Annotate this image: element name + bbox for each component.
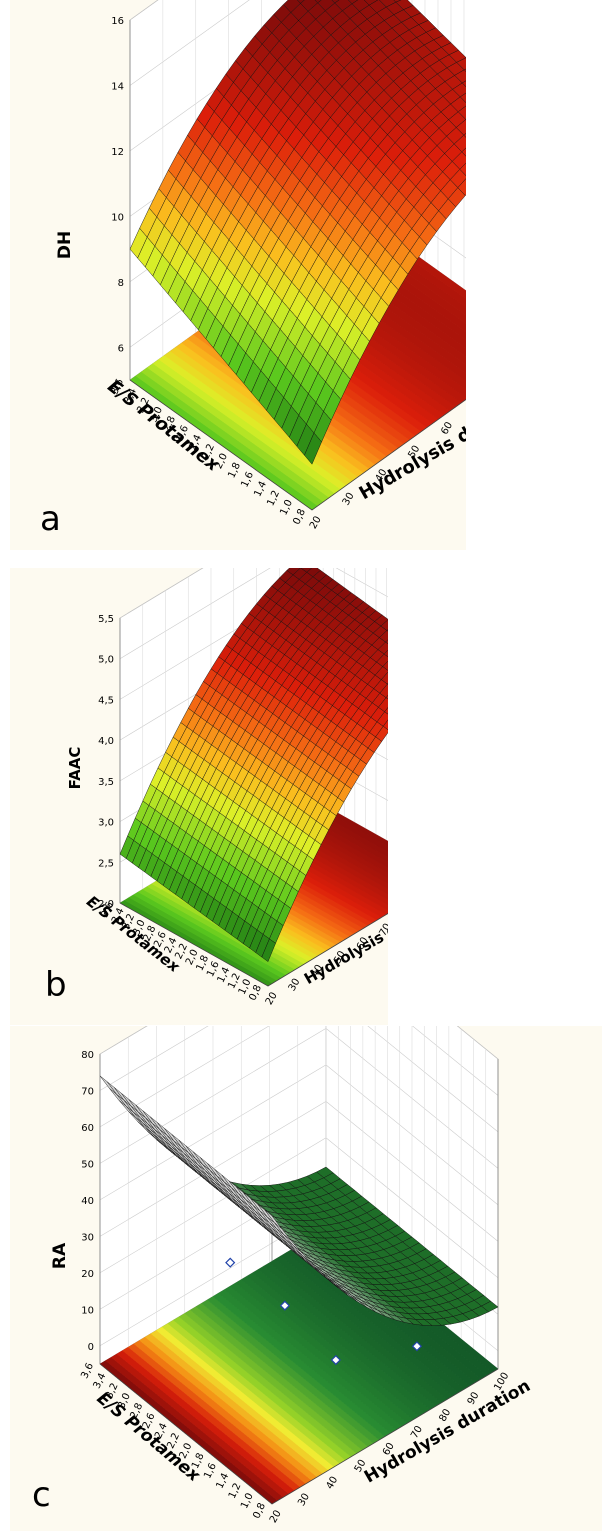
z-tick-label: 5,0 — [98, 655, 114, 666]
z-tick-label: 16 — [111, 16, 124, 27]
data-point — [279, 1300, 290, 1311]
chart-panel-a: 203040506070801000,81,01,21,41,61,82,02,… — [10, 0, 466, 550]
z-tick-label: 20 — [81, 1269, 94, 1280]
z-tick-label: 60 — [81, 1123, 94, 1134]
wall-gridline — [119, 568, 388, 659]
z-tick-label: 4,0 — [98, 736, 114, 747]
surface-cell — [331, 0, 340, 4]
panel-label: a — [40, 499, 61, 539]
y-tick-label: 1,4 — [252, 480, 269, 499]
y-tick-label: 1,2 — [227, 1481, 244, 1500]
surface-cell — [385, 694, 388, 700]
y-tick-label: 3,6 — [79, 1361, 96, 1380]
panel-label: b — [45, 965, 67, 1005]
y-tick-label: 1,8 — [226, 461, 243, 480]
y-tick-label: 1,0 — [239, 1491, 256, 1510]
x-tick-label: 20 — [308, 514, 324, 531]
chart-panel-c: 20 30 40 50 60 70 80 90 100 0,8 1,0 1,2 1,4 1,6 1,8 2,0… — [10, 1026, 602, 1531]
x-tick-label: 20 — [264, 990, 280, 1007]
z-tick-label: 3,0 — [98, 818, 114, 829]
floor-edge — [99, 1363, 499, 1505]
surface-plot-b: 20304050607080901000,81,01,21,41,61,82,0… — [45, 568, 388, 1007]
z-tick-label: 5,5 — [98, 614, 114, 625]
x-tick-label: 20 — [268, 1508, 284, 1525]
z-tick-label: 6 — [118, 343, 124, 354]
z-tick-label: 40 — [81, 1196, 94, 1207]
z-tick-label: 2,5 — [98, 858, 114, 869]
y-tick-label: 1,0 — [278, 498, 295, 517]
surface-cell — [264, 1209, 282, 1229]
z-tick-label: 10 — [81, 1305, 94, 1316]
data-point — [330, 1354, 341, 1366]
x-tick-label: 30 — [341, 491, 357, 508]
surface-cell — [463, 133, 466, 138]
wall-gridline — [129, 0, 250, 86]
y-tick-label: 0,8 — [291, 507, 308, 526]
wall-gridline — [99, 1026, 499, 1096]
wall-gridline — [129, 0, 466, 152]
y-tick-label: 1,4 — [215, 1471, 232, 1490]
z-tick-label: 80 — [81, 1050, 94, 1061]
z-tick-label: 3,5 — [98, 777, 114, 788]
z-axis-label: RA — [50, 1242, 70, 1269]
surface-cell — [296, 0, 305, 4]
wall-gridline — [119, 568, 204, 619]
data-point — [411, 1341, 423, 1352]
z-tick-label: 30 — [81, 1232, 94, 1243]
z-tick-label: 12 — [111, 147, 124, 158]
z-axis-label: FAAC — [66, 747, 84, 790]
y-tick-label: 1,6 — [239, 470, 256, 489]
z-tick-label: 70 — [81, 1086, 94, 1097]
y-tick-label: 1,2 — [265, 489, 282, 508]
floor-edge — [129, 379, 466, 511]
surface-cell — [304, 432, 322, 465]
panel-label: c — [32, 1475, 51, 1515]
x-tick-label: 30 — [296, 1492, 312, 1509]
z-tick-label: 10 — [111, 212, 124, 223]
z-tick-label: 0 — [88, 1342, 94, 1353]
wall-gridline — [99, 1026, 499, 1133]
surface-cell — [347, 0, 359, 5]
chart-panel-b: 20304050607080901000,81,01,21,41,61,82,0… — [10, 568, 388, 1025]
z-axis-label: DH — [55, 231, 75, 259]
data-point — [225, 1257, 236, 1268]
z-tick-label: 8 — [118, 278, 124, 289]
y-tick-label: 0,8 — [251, 1501, 268, 1520]
x-tick-label: 50 — [406, 444, 422, 461]
surface-plot-a: 203040506070801000,81,01,21,41,61,82,02,… — [40, 0, 466, 539]
surface-plot-c: 20304050607080901000,81,01,21,41,61,82,0… — [32, 1026, 534, 1525]
x-tick-label: 40 — [324, 1475, 340, 1492]
surface-cell — [261, 938, 276, 962]
z-tick-label: 4,5 — [98, 695, 114, 706]
floor-edge — [119, 902, 388, 987]
surface-cell — [314, 0, 322, 4]
y-tick-label: 1,6 — [202, 1461, 219, 1480]
x-tick-label: 70 — [378, 922, 388, 939]
z-tick-label: 14 — [111, 81, 124, 92]
x-tick-label: 30 — [287, 977, 303, 994]
z-tick-label: 50 — [81, 1159, 94, 1170]
z-tick-label: 2,0 — [98, 899, 114, 910]
